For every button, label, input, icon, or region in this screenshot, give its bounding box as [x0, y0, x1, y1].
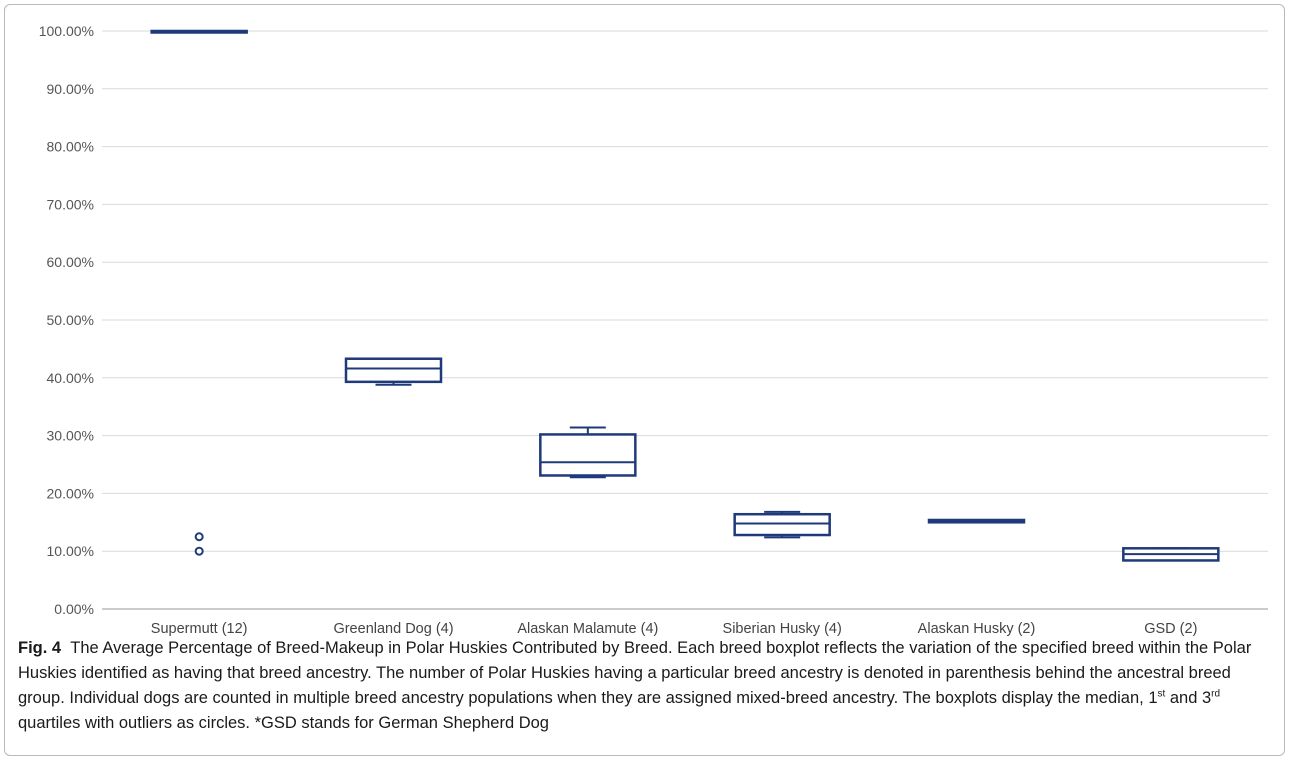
caption-text: The Average Percentage of Breed-Makeup i… [18, 639, 1252, 707]
box [733, 512, 831, 537]
y-tick-label: 40.00% [47, 370, 94, 386]
y-tick-label: 20.00% [47, 485, 94, 501]
caption-superscript-rd: rd [1211, 688, 1221, 700]
x-tick-label: Greenland Dog (4) [333, 621, 453, 637]
y-tick-label: 0.00% [54, 601, 94, 617]
y-tick-label: 80.00% [47, 139, 94, 155]
x-tick-label: Siberian Husky (4) [723, 621, 842, 637]
outlier-point [194, 532, 204, 542]
boxplot-chart: 0.00% 10.00% 20.00% 30.00% 40.00% 50.00% 60.00… [39, 23, 1268, 637]
x-tick-label: Alaskan Husky (2) [918, 621, 1036, 637]
y-tick-label: 10.00% [47, 543, 94, 559]
figure-frame [4, 4, 1285, 756]
y-tick-label: 30.00% [47, 428, 94, 444]
box [344, 357, 443, 384]
y-tick-label: 100.00% [39, 23, 94, 39]
y-tick-label: 90.00% [47, 81, 94, 97]
figure-label: Fig. 4 [18, 639, 62, 657]
x-tick-label: Alaskan Malamute (4) [517, 621, 658, 637]
y-tick-label: 50.00% [47, 312, 94, 328]
caption-superscript-st: st [1157, 688, 1166, 700]
y-tick-label: 60.00% [47, 254, 94, 270]
outlier-point [194, 546, 204, 556]
figure-caption: Fig. 4 The Average Percentage of Breed-M… [18, 636, 1273, 736]
box [539, 433, 637, 477]
caption-text-3: quartiles with outliers as circles. *GSD… [18, 714, 549, 732]
y-tick-label: 70.00% [47, 196, 94, 212]
caption-text-2: and 3 [1165, 689, 1212, 707]
x-tick-label: Supermutt (12) [151, 621, 248, 637]
x-tick-label: GSD (2) [1144, 621, 1197, 637]
